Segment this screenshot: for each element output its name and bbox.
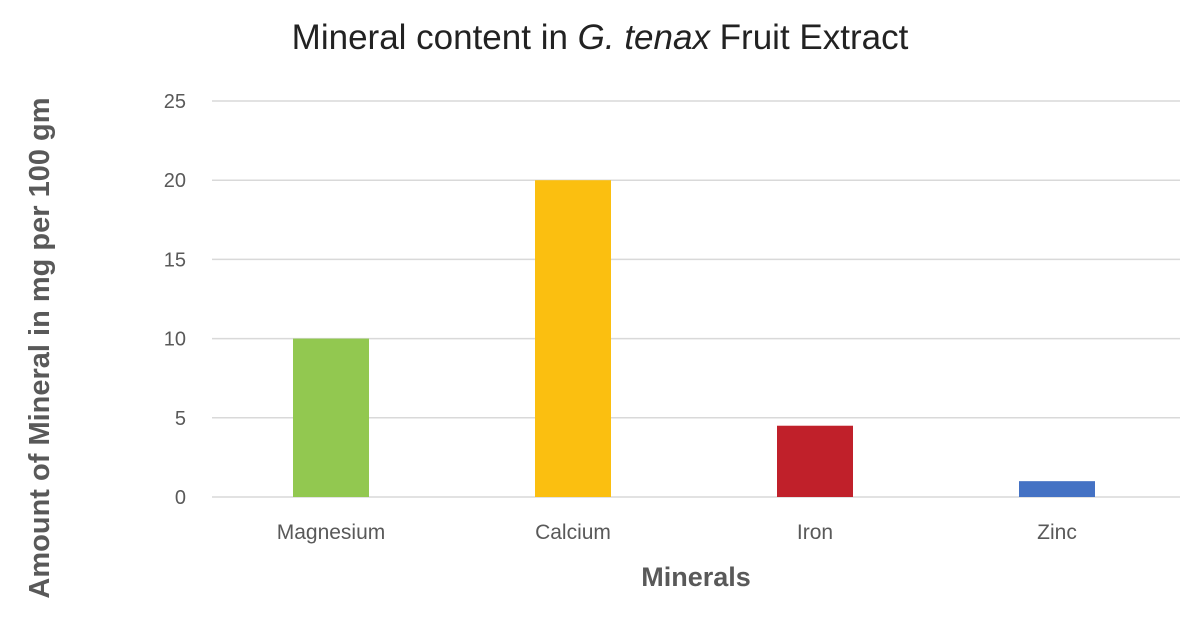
bar-calcium	[535, 180, 611, 497]
bars	[293, 180, 1095, 497]
chart-title-species: G. tenax	[577, 18, 710, 57]
bar-iron	[777, 425, 853, 497]
y-tick-label: 25	[164, 91, 186, 113]
x-tick-label-calcium: Calcium	[535, 521, 611, 544]
y-tick-label: 10	[164, 329, 186, 351]
gridlines	[212, 100, 1180, 498]
y-tick-label: 5	[175, 408, 186, 430]
y-tick-labels: 0 5 10 15 20 25	[164, 91, 186, 509]
chart-title-part-3: Fruit Extract	[709, 18, 909, 57]
bar-zinc	[1019, 481, 1095, 497]
chart-title-part-1: Mineral content in	[291, 18, 578, 57]
y-tick-label: 20	[164, 170, 186, 192]
chart-title: Mineral content in G. tenax Fruit Extrac…	[0, 18, 1200, 58]
bar-magnesium	[293, 338, 369, 497]
y-tick-label: 0	[175, 487, 186, 509]
x-tick-label-iron: Iron	[797, 521, 833, 544]
x-axis-label: Minerals	[641, 562, 751, 592]
x-tick-label-zinc: Zinc	[1037, 521, 1077, 544]
x-tick-labels: Magnesium Calcium Iron Zinc	[277, 521, 1077, 544]
x-tick-label-magnesium: Magnesium	[277, 521, 386, 544]
y-tick-label: 15	[164, 249, 186, 271]
